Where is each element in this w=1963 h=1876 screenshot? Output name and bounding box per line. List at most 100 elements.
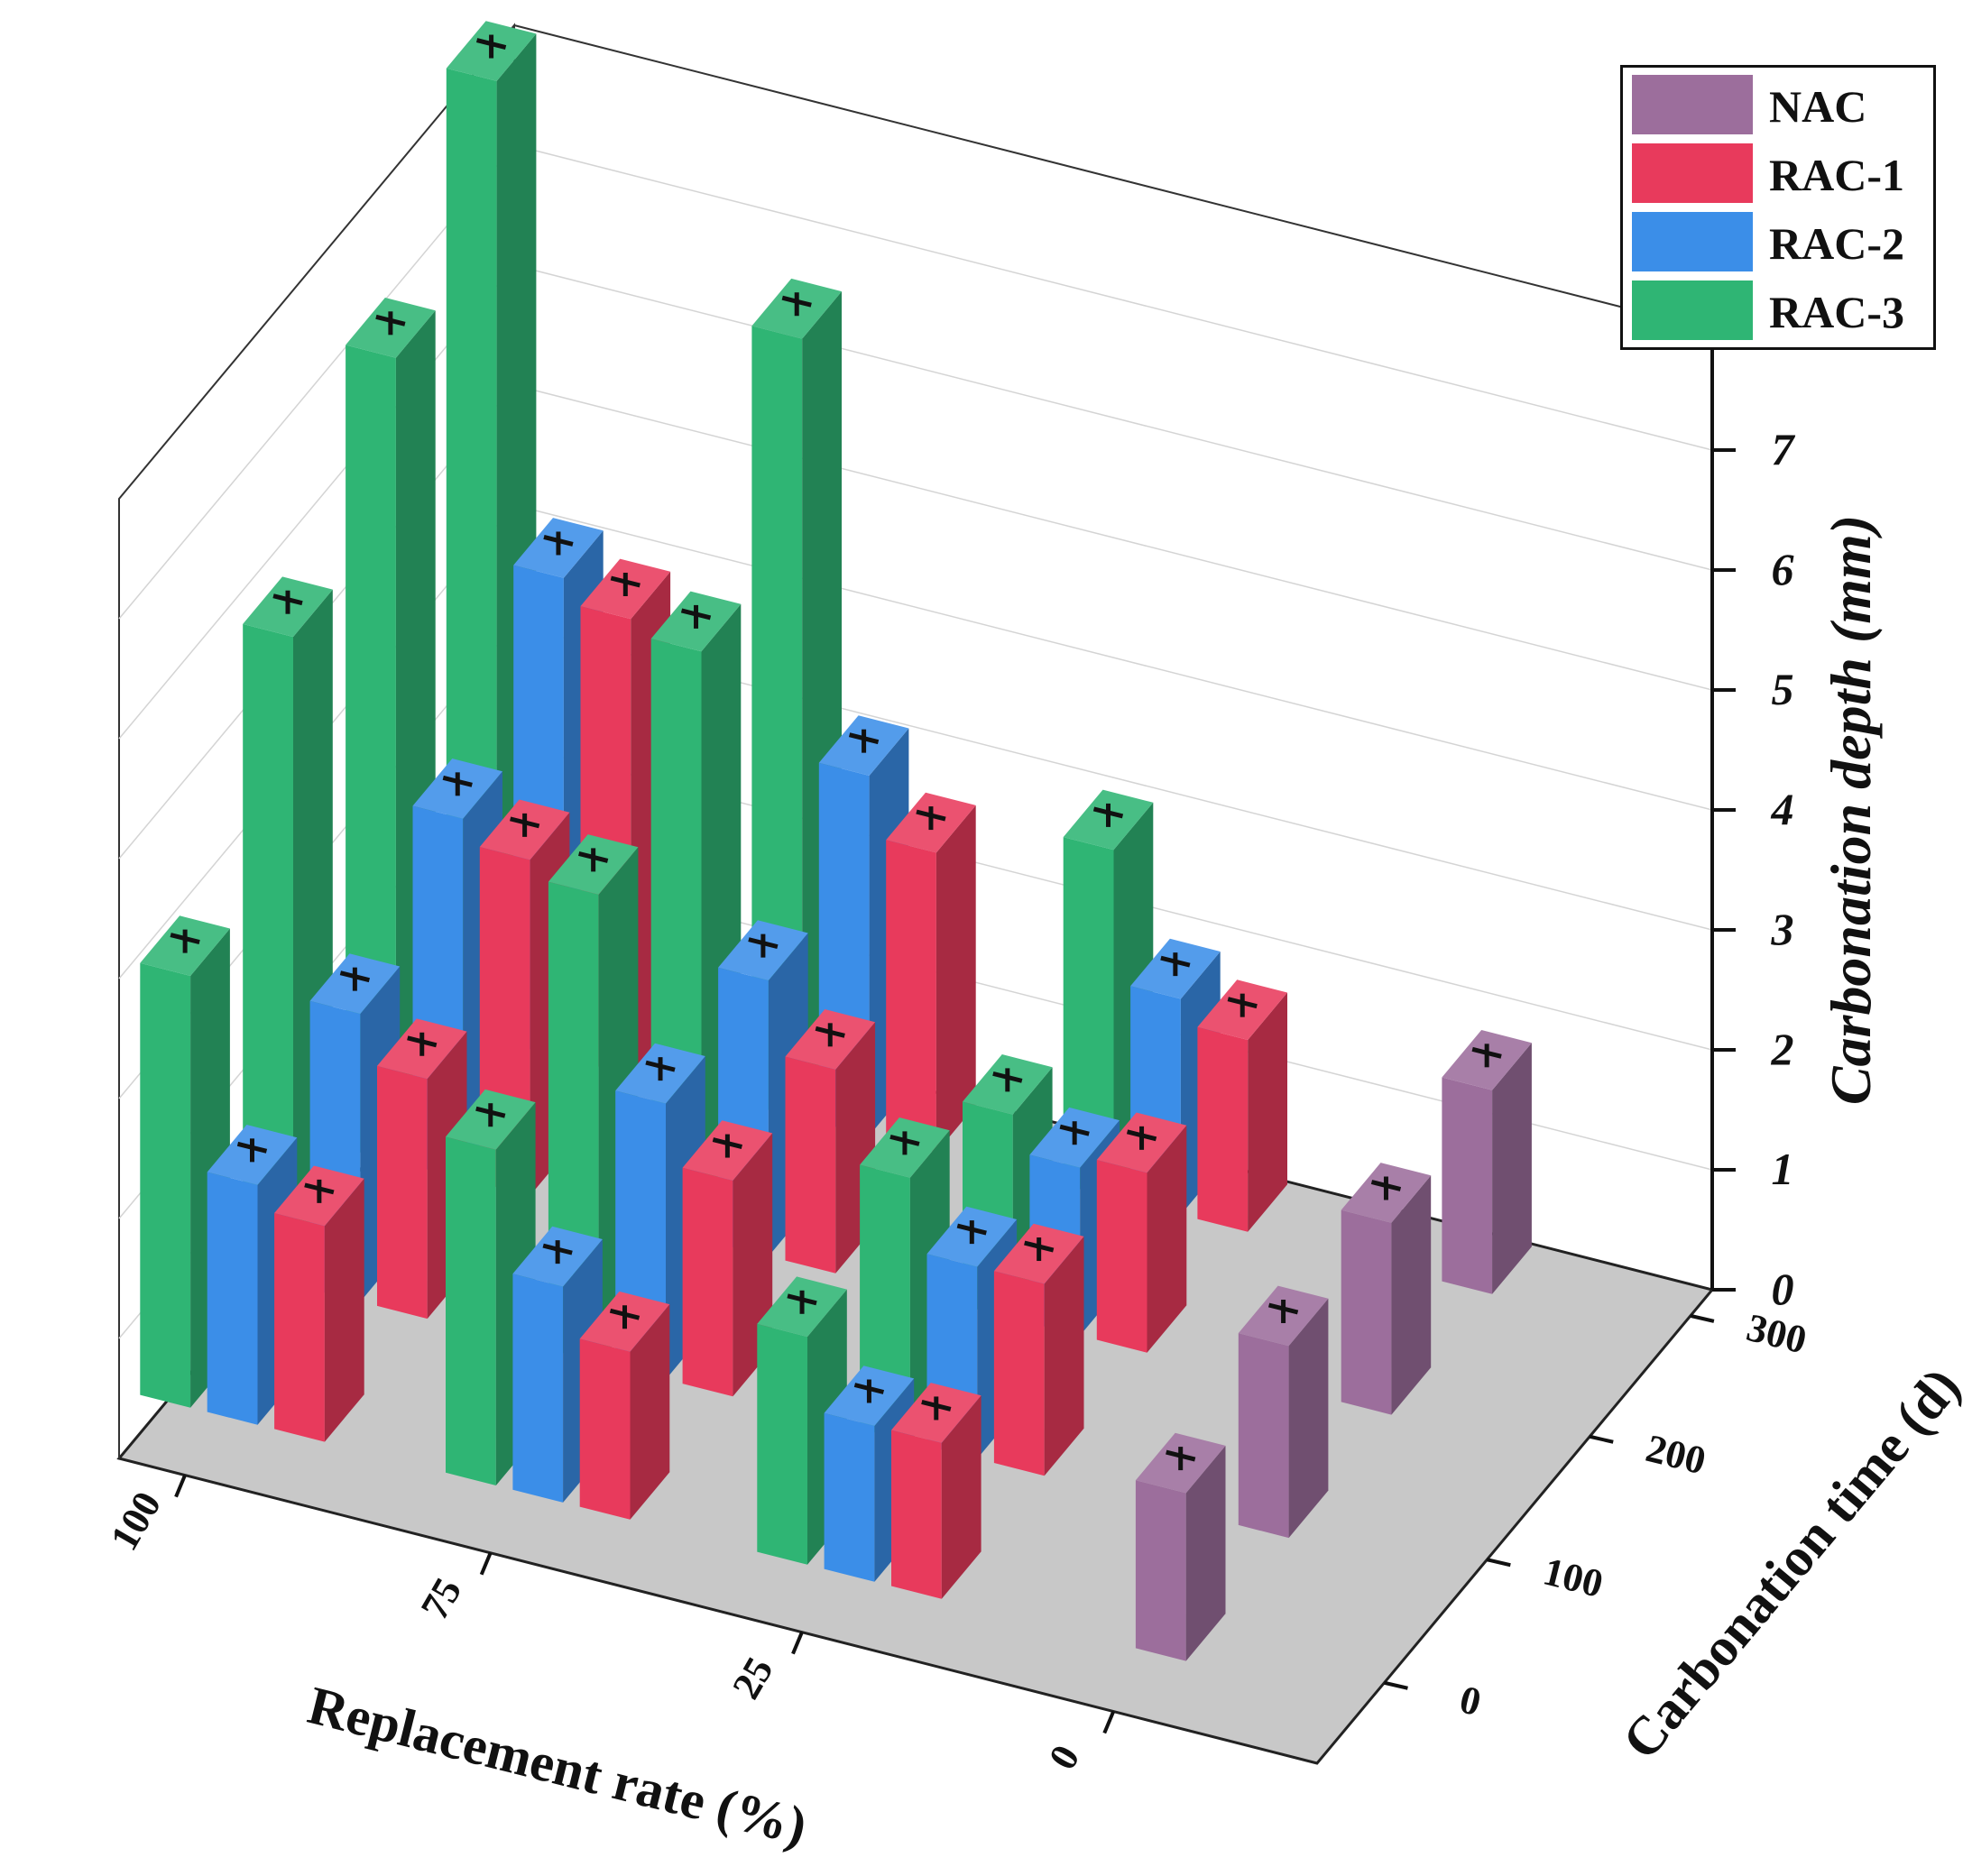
bar-rac1 [579, 1291, 670, 1520]
bar-side-face [1248, 992, 1287, 1232]
legend-item-rac3: RAC-3 [1632, 280, 1930, 340]
bar-side-face [1147, 1125, 1187, 1353]
bar-rac1 [886, 792, 976, 1153]
bar-nac [1238, 1285, 1329, 1539]
error-cap [1160, 955, 1191, 968]
bar-side-face [1391, 1175, 1432, 1415]
z-tick-label: 2 [1771, 1024, 1794, 1074]
bar-front-face [891, 1430, 942, 1599]
bar-front-face [886, 840, 936, 1153]
x-tick-label: 25 [723, 1650, 781, 1706]
error-cap [1059, 1124, 1090, 1136]
error-cap [787, 1293, 817, 1306]
error-cap [304, 1182, 335, 1195]
error-cap [1227, 997, 1258, 1009]
error-cap [916, 809, 946, 822]
bar-side-face [1288, 1298, 1329, 1539]
y-tick-label: 200 [1642, 1426, 1710, 1484]
bar-front-face [1135, 1480, 1186, 1661]
error-cap [542, 1243, 573, 1255]
bar-rac1 [993, 1223, 1084, 1476]
bar-rac1 [785, 1009, 876, 1274]
bar-rac1 [274, 1165, 364, 1442]
error-cap [339, 970, 370, 983]
error-cap [407, 1035, 438, 1048]
bar-rac1 [1096, 1112, 1187, 1353]
legend-label-rac3: RAC-3 [1769, 287, 1904, 337]
x-axis-title: Replacement rate (%) [302, 1675, 813, 1856]
z-tick-label: 5 [1772, 664, 1794, 714]
z-tick-label: 6 [1772, 544, 1794, 594]
error-cap [375, 314, 406, 326]
z-tick-label: 1 [1772, 1144, 1794, 1194]
legend-swatch-rac3 [1632, 280, 1753, 340]
bar-front-face [377, 1065, 428, 1320]
legend-swatch-nac [1632, 75, 1753, 134]
error-cap [712, 1137, 742, 1149]
bar-side-face [1185, 1445, 1226, 1661]
bar-nac [1442, 1030, 1532, 1294]
x-tick-label: 100 [102, 1485, 170, 1559]
error-cap [1126, 1129, 1157, 1142]
bar-front-face [824, 1412, 875, 1582]
error-cap [475, 38, 507, 50]
bar-front-face [1063, 837, 1114, 1198]
error-cap [442, 775, 473, 787]
bar-front-face [1341, 1209, 1392, 1415]
error-cap [889, 1134, 920, 1146]
error-cap [1471, 1046, 1502, 1059]
legend-item-nac: NAC [1632, 75, 1930, 134]
y-tick [1690, 1313, 1715, 1323]
bar-front-face [757, 1323, 807, 1565]
bar-front-face [512, 1274, 564, 1503]
bar-front-face [274, 1213, 325, 1442]
z-tick-label: 0 [1772, 1264, 1794, 1314]
legend-label-rac1: RAC-1 [1769, 150, 1904, 200]
error-cap [236, 1141, 268, 1154]
z-tick-label: 4 [1771, 784, 1794, 834]
error-cap [815, 1025, 845, 1038]
error-cap [609, 1308, 641, 1320]
bar-side-face [1044, 1236, 1084, 1476]
legend-item-rac1: RAC-1 [1632, 143, 1930, 203]
error-cap [1166, 1449, 1196, 1462]
error-cap [853, 1383, 885, 1394]
bar-front-face [785, 1056, 836, 1274]
legend-item-rac2: RAC-2 [1632, 212, 1930, 271]
legend-swatch-rac2 [1632, 212, 1753, 271]
error-cap [475, 1106, 506, 1118]
error-cap [610, 575, 641, 588]
bar-front-face [207, 1172, 258, 1425]
x-tick-label: 0 [1040, 1738, 1088, 1778]
legend-label-rac2: RAC-2 [1769, 218, 1904, 269]
bar-front-face [751, 326, 803, 1119]
bar-front-face [446, 1136, 496, 1485]
x-tick [791, 1631, 804, 1655]
bar-front-face [1096, 1160, 1147, 1353]
bar-front-face [682, 1167, 733, 1397]
y-tick [1486, 1558, 1511, 1568]
x-tick [1102, 1710, 1116, 1734]
legend: NAC RAC-1 RAC-2 RAC-3 [1620, 65, 1936, 350]
bar-side-face [324, 1178, 364, 1442]
x-tick-label: 75 [412, 1570, 470, 1627]
x-tick [479, 1552, 493, 1576]
error-cap [680, 608, 712, 621]
error-cap [781, 295, 812, 308]
bar-rac3 [446, 1089, 536, 1485]
z-axis-title: Carbonation depth (mm) [1819, 515, 1883, 1105]
bar-front-face [579, 1338, 631, 1520]
bar-side-face [941, 1395, 982, 1599]
legend-label-nac: NAC [1769, 81, 1867, 132]
y-tick [1384, 1680, 1408, 1690]
y-tick [1589, 1434, 1614, 1444]
error-cap [578, 851, 609, 863]
error-cap [848, 732, 880, 745]
y-tick-label: 0 [1455, 1677, 1485, 1724]
y-tick-label: 100 [1539, 1549, 1608, 1606]
z-tick-label: 3 [1771, 904, 1794, 954]
error-cap [956, 1223, 987, 1236]
error-cap [1024, 1240, 1055, 1253]
bar-front-face [1442, 1077, 1493, 1294]
